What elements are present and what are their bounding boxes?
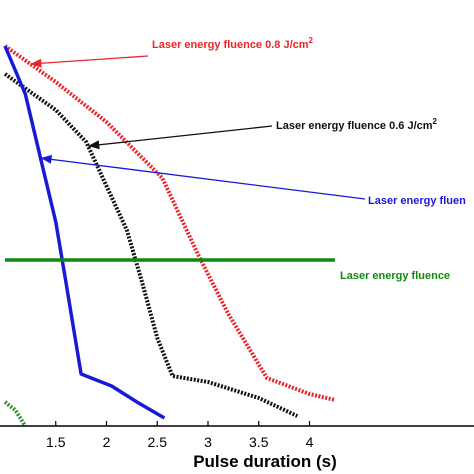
- series-line-0: [3, 44, 336, 402]
- x-tick-label: 2: [103, 434, 111, 450]
- annotation-superscript: 2: [433, 117, 438, 126]
- x-tick-label: 4: [306, 434, 314, 450]
- series-line-1: [3, 72, 299, 418]
- annotation-arrow-line: [30, 55, 149, 65]
- series-line-2: [3, 45, 166, 420]
- annotation-arrow-line: [40, 157, 366, 200]
- x-tick-label: 1.5: [46, 434, 66, 450]
- annotation-arrow-head: [40, 154, 52, 164]
- x-tick-label: 3.5: [249, 434, 269, 450]
- annotation-label: Laser energy fluence 0.8 J/cm2: [152, 36, 314, 51]
- annotation-label: Laser energy fluen: [368, 195, 466, 207]
- annotation-superscript: 2: [309, 36, 314, 45]
- annotation-label: Laser energy fluence: [340, 270, 450, 282]
- x-tick-label: 3: [204, 434, 212, 450]
- x-axis-label: Pulse duration (s): [193, 452, 337, 471]
- annotation-arrow-line: [88, 125, 273, 147]
- annotation-layer: Laser energy fluence 0.8 J/cm2 Laser ener…: [30, 36, 466, 282]
- annotation-label: Laser energy fluence 0.6 J/cm2: [276, 117, 438, 132]
- annotation-arrow-head: [30, 58, 42, 68]
- series-layer: [3, 44, 336, 428]
- annotation-arrow-head: [88, 140, 100, 150]
- x-tick-layer: 1.5 2 2.5 3 3.5 4: [46, 421, 314, 450]
- x-tick-label: 2.5: [148, 434, 168, 450]
- series-line-4: [3, 400, 27, 428]
